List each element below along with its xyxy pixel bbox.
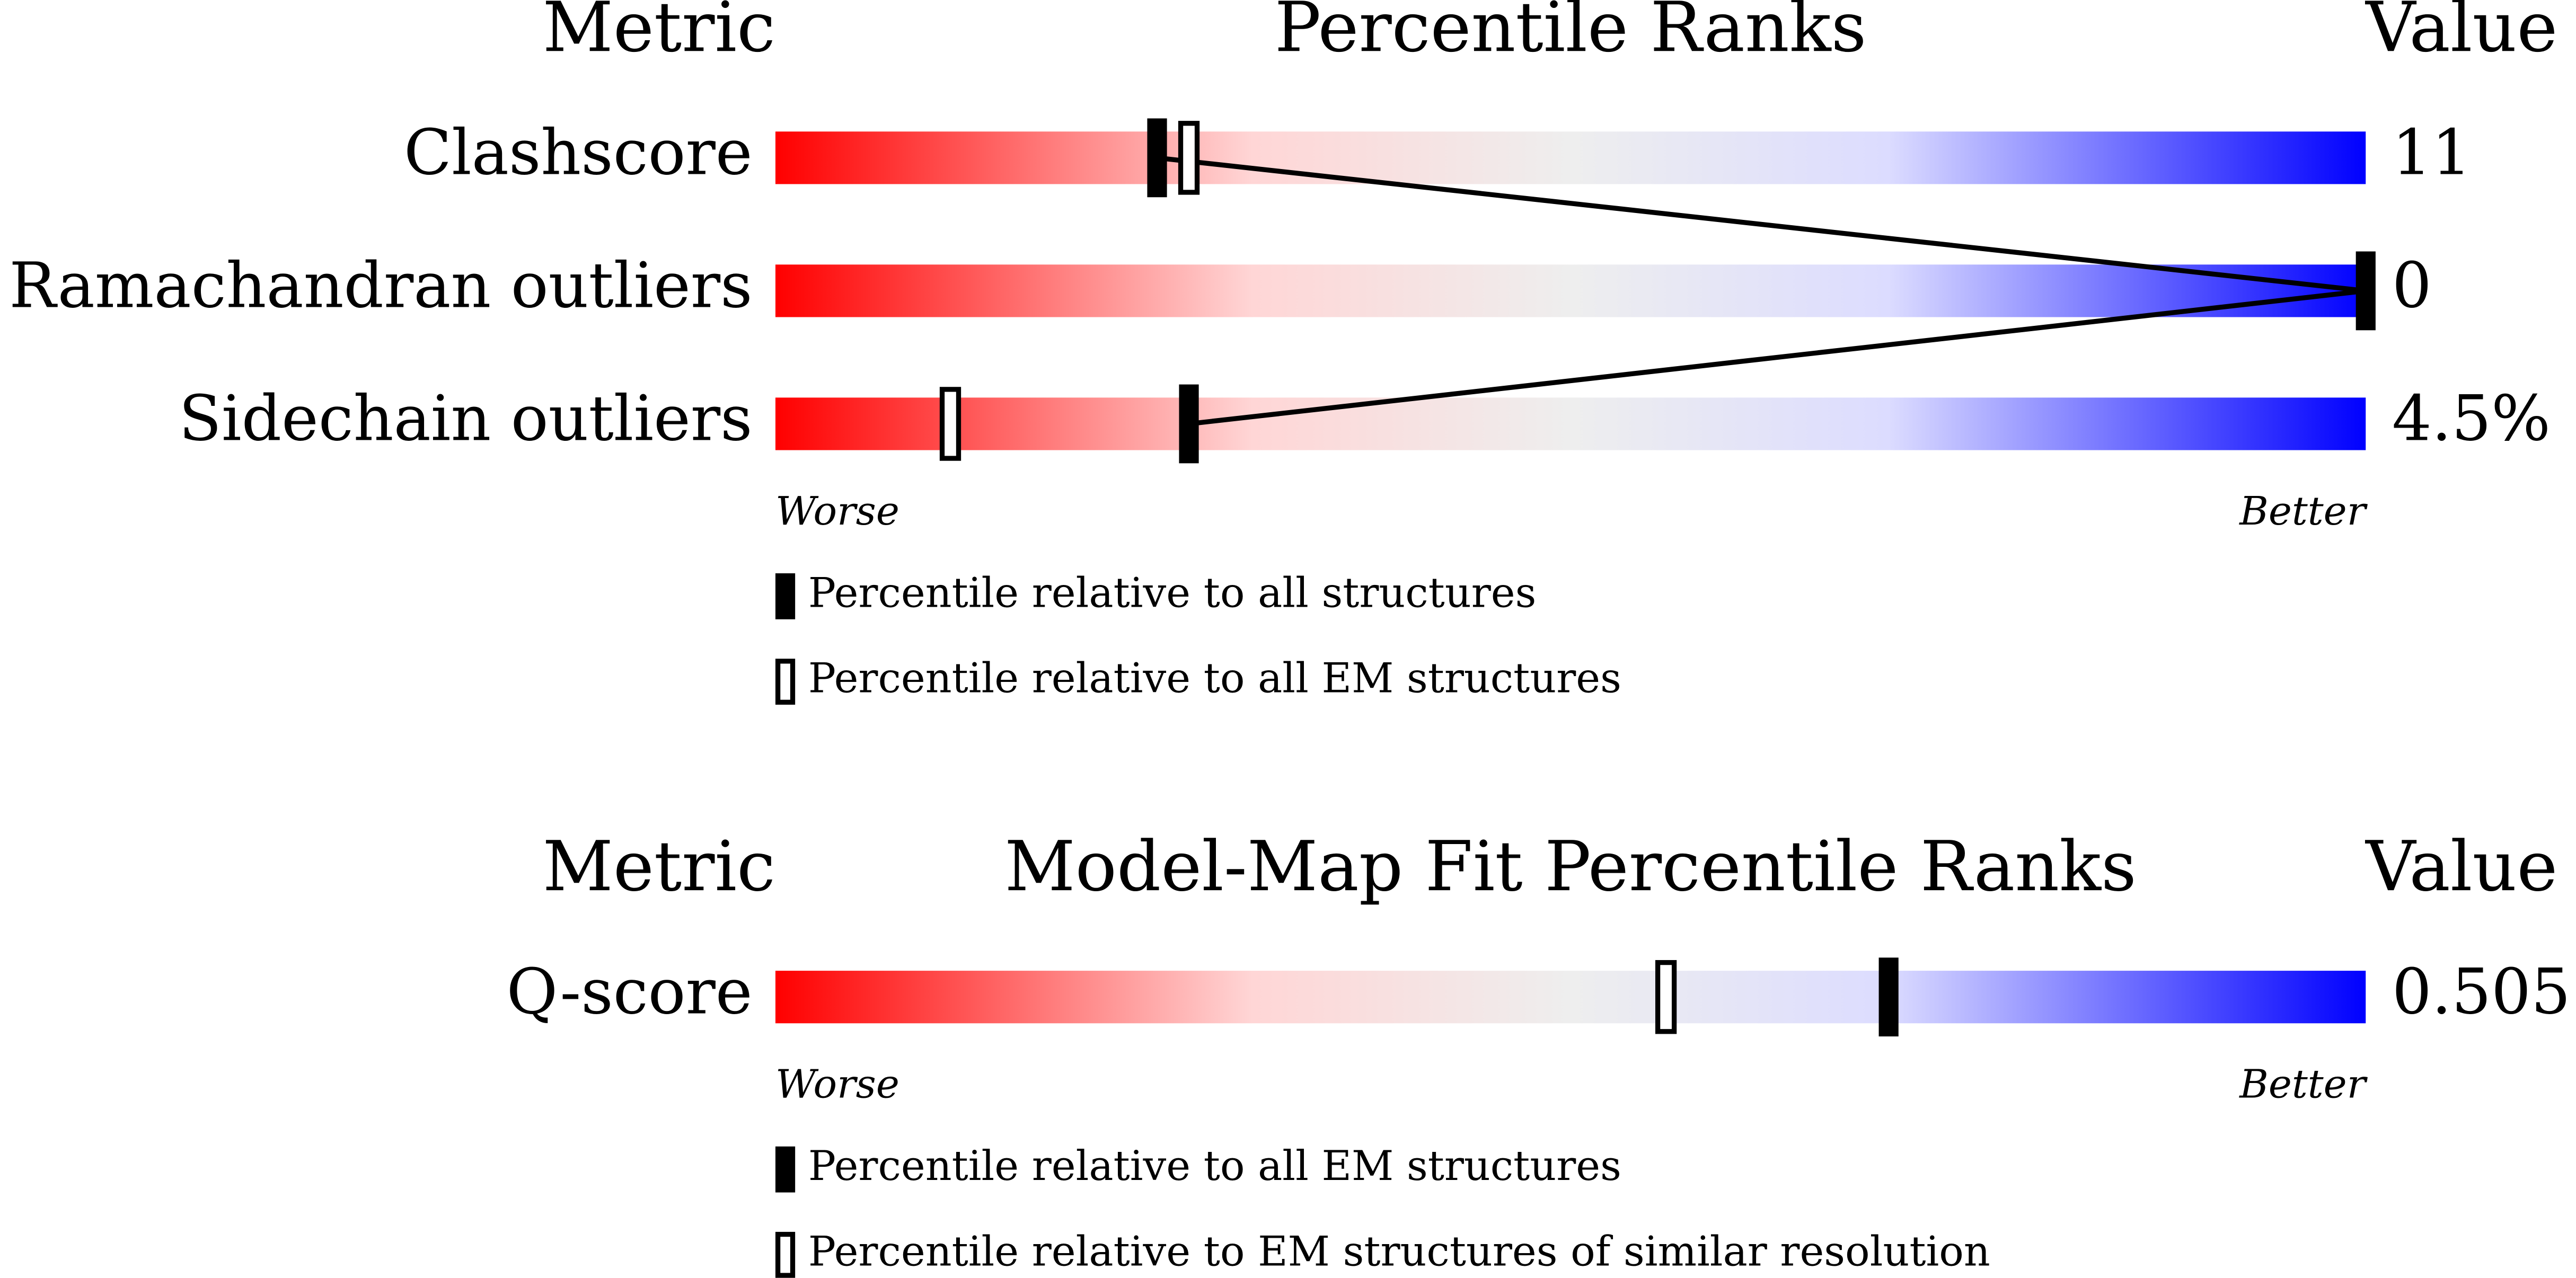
legend-swatch-open	[775, 659, 796, 705]
slider-bar	[775, 971, 2366, 1024]
worse-label: Worse	[775, 488, 899, 534]
legend-swatch-filled	[775, 573, 796, 619]
metric-label: Q-score	[507, 955, 753, 1028]
percentile-marker-open	[939, 387, 961, 461]
slider-bar	[775, 264, 2366, 317]
metric-header: Metric	[543, 826, 775, 907]
legend-label: Percentile relative to all structures	[808, 569, 1536, 617]
slider-bar	[775, 397, 2366, 450]
worse-label: Worse	[775, 1061, 899, 1107]
metric-value: 0	[2392, 249, 2432, 322]
metric-label: Sidechain outliers	[179, 383, 752, 455]
better-label: Better	[2238, 488, 2368, 534]
value-header: Value	[2365, 0, 2557, 67]
legend-label: Percentile relative to all EM structures	[808, 655, 1621, 703]
slider-bar	[775, 131, 2366, 184]
percentile-marker-filled	[1147, 118, 1167, 198]
percentile-marker-filled	[1179, 384, 1199, 464]
metric-label: Clashscore	[404, 116, 753, 189]
legend-label: Percentile relative to all EM structures	[808, 1142, 1621, 1190]
metric-value: 0.505	[2392, 955, 2571, 1028]
metric-header: Metric	[543, 0, 775, 67]
metric-value: 4.5%	[2392, 383, 2551, 455]
legend-label: Percentile relative to EM structures of …	[808, 1228, 1990, 1275]
percentile-marker-open	[1655, 960, 1677, 1034]
chart-title: Percentile Ranks	[1275, 0, 1867, 67]
percentile-marker-open	[1178, 121, 1200, 195]
legend-swatch-filled	[775, 1146, 796, 1193]
better-label: Better	[2238, 1061, 2368, 1107]
percentile-marker-filled	[1878, 957, 1899, 1037]
metric-value: 11	[2392, 116, 2472, 189]
chart-title: Model-Map Fit Percentile Ranks	[1004, 826, 2137, 907]
value-header: Value	[2365, 826, 2557, 907]
percentile-marker-filled	[2356, 251, 2376, 331]
metric-label: Ramachandran outliers	[9, 249, 752, 322]
legend-swatch-open	[775, 1231, 796, 1278]
